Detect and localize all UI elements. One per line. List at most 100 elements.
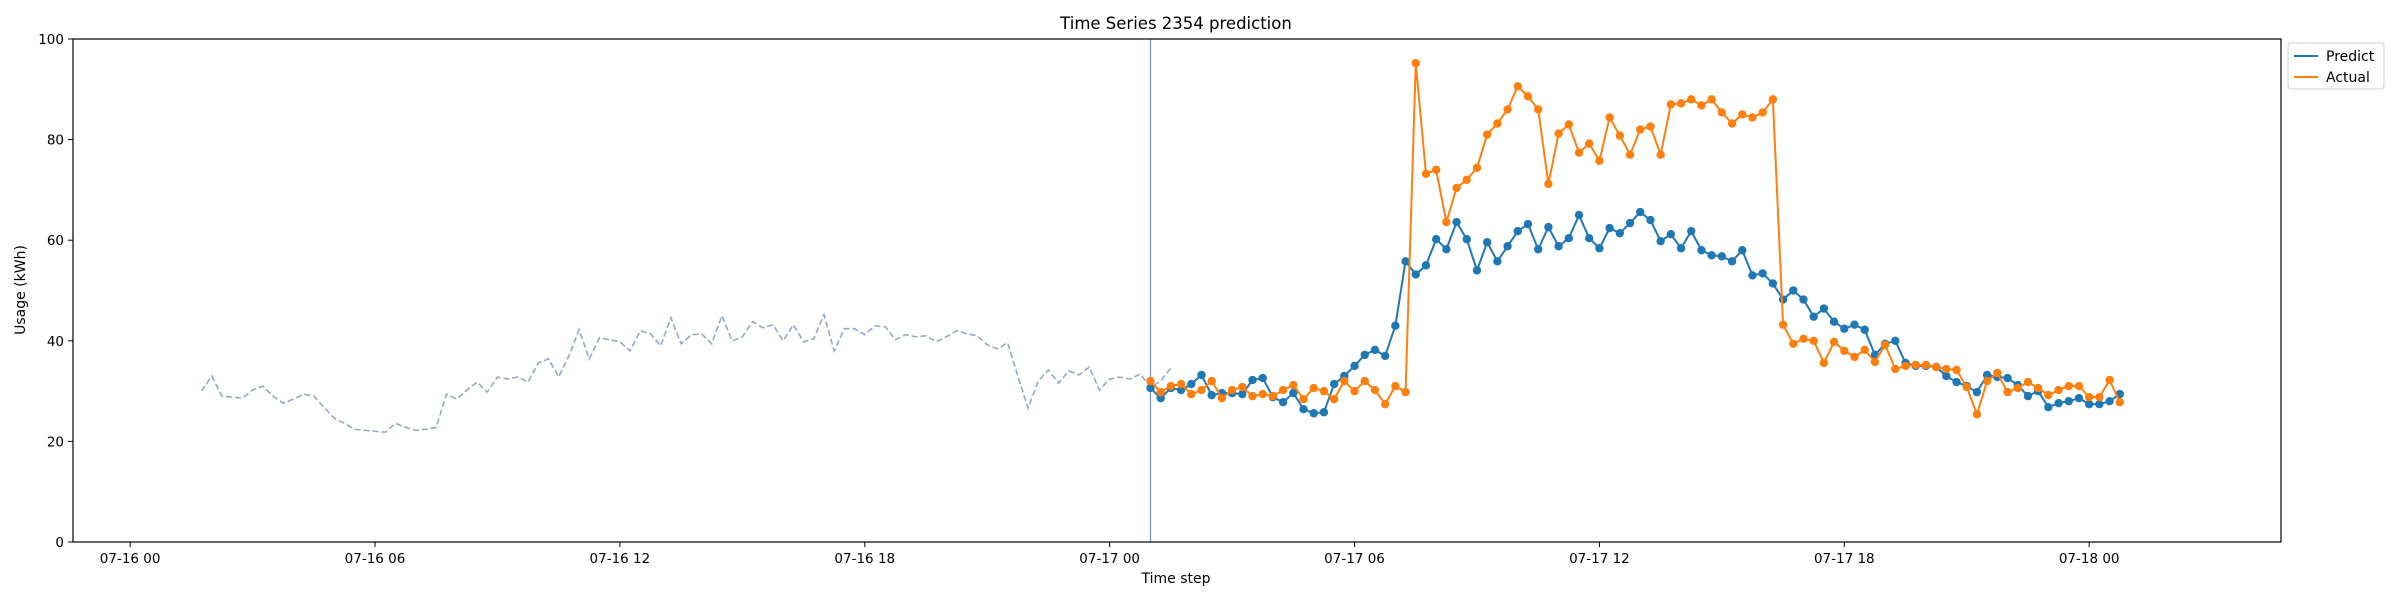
actual-point	[1411, 58, 1420, 68]
predict-point	[1544, 222, 1553, 232]
actual-point	[1156, 387, 1165, 397]
predict-point	[1421, 261, 1431, 270]
plot-frame	[72, 38, 2282, 543]
predict-point	[1248, 375, 1257, 385]
actual-point	[1666, 100, 1676, 109]
actual-point	[1768, 95, 1778, 104]
actual-point	[2044, 390, 2053, 400]
predict-point	[1472, 266, 1482, 275]
actual-point	[1585, 139, 1594, 148]
predict-point	[1727, 257, 1737, 266]
predict-point	[1452, 217, 1461, 227]
actual-point	[2023, 377, 2033, 387]
actual-point	[1503, 105, 1512, 114]
actual-point	[1707, 95, 1716, 104]
predict-point	[1717, 252, 1727, 261]
actual-point	[1574, 148, 1584, 157]
predict-point	[1380, 351, 1390, 361]
actual-point	[1146, 376, 1155, 386]
legend-label-actual: Actual	[2326, 70, 2370, 86]
predict-point	[1391, 321, 1400, 330]
actual-point	[1513, 82, 1522, 91]
predict-point	[1615, 228, 1625, 238]
predict-point	[1636, 207, 1645, 217]
predict-point	[1799, 295, 1808, 304]
actual-point	[1248, 391, 1257, 401]
predict-point	[1503, 242, 1512, 251]
predict-point	[1564, 233, 1574, 243]
y-axis: 0 20 40 60 80 100	[38, 32, 73, 551]
predict-point	[1431, 234, 1441, 244]
predict-point	[2054, 398, 2063, 408]
predict-point	[1156, 393, 1165, 403]
actual-point	[1197, 385, 1206, 395]
predict-point	[1370, 345, 1380, 355]
predict-point	[1534, 245, 1543, 254]
y-tick-label: 0	[55, 535, 64, 551]
actual-point	[1809, 336, 1818, 345]
actual-point	[2054, 385, 2063, 395]
actual-point	[1870, 357, 1880, 367]
y-axis-label: Usage (kWh)	[13, 245, 29, 335]
predict-point	[1758, 269, 1767, 278]
actual-point	[1166, 381, 1176, 391]
actual-point	[1350, 386, 1359, 396]
y-tick-label: 80	[47, 133, 64, 149]
predict-point	[1748, 271, 1757, 280]
actual-point	[1187, 389, 1196, 399]
actual-point	[1299, 394, 1308, 404]
predict-point	[1789, 286, 1798, 295]
actual-point	[1982, 376, 1992, 386]
actual-point	[1278, 385, 1288, 395]
actual-point	[1636, 125, 1645, 134]
predict-point	[2023, 391, 2033, 401]
actual-point	[2105, 375, 2114, 385]
x-tick-label: 07-18 00	[2059, 551, 2120, 567]
x-tick-label: 07-16 18	[834, 551, 895, 567]
x-tick-label: 07-16 00	[100, 551, 161, 567]
predict-point	[1482, 238, 1492, 247]
actual-point	[1656, 150, 1665, 159]
predict-point	[1299, 405, 1308, 414]
actual-point	[1360, 376, 1369, 386]
y-tick-label: 40	[47, 334, 64, 350]
predict-point	[1646, 215, 1655, 225]
legend: Predict Actual	[2287, 42, 2385, 90]
actual-point	[2064, 381, 2073, 391]
actual-point	[1931, 362, 1941, 372]
x-axis-label: Time step	[1141, 571, 1211, 587]
predict-point	[1146, 383, 1155, 393]
actual-point	[1309, 383, 1318, 393]
predict-point	[1493, 257, 1502, 266]
predict-point	[1707, 251, 1716, 260]
actual-point	[2003, 387, 2012, 397]
predict-point	[1462, 234, 1471, 244]
actual-point	[1605, 113, 1614, 122]
plot-area	[200, 39, 2124, 542]
predict-point	[1625, 218, 1635, 228]
actual-point	[2074, 381, 2084, 391]
actual-point	[1799, 334, 1808, 343]
actual-point	[1319, 386, 1329, 396]
actual-point	[1554, 129, 1563, 138]
actual-point	[1829, 337, 1839, 347]
predict-point	[1309, 409, 1318, 418]
predict-point	[1778, 295, 1788, 304]
actual-point	[1452, 183, 1461, 193]
y-tick-label: 100	[38, 32, 64, 48]
x-tick-label: 07-17 00	[1079, 551, 1140, 567]
x-axis: 07-16 00 07-16 06 07-16 12 07-16 18 07-17 00…	[100, 542, 2120, 567]
actual-point	[1860, 345, 1869, 355]
predict-point	[1595, 244, 1604, 253]
actual-point	[1901, 361, 1910, 371]
x-tick-label: 07-16 12	[590, 551, 651, 567]
predict-point	[1278, 397, 1288, 407]
actual-point	[1462, 175, 1471, 185]
predict-point	[1401, 257, 1410, 266]
predict-point	[1442, 245, 1451, 254]
actual-point	[1340, 376, 1349, 386]
actual-point	[1176, 379, 1186, 389]
actual-point	[1370, 385, 1380, 395]
predict-point	[1197, 370, 1206, 380]
